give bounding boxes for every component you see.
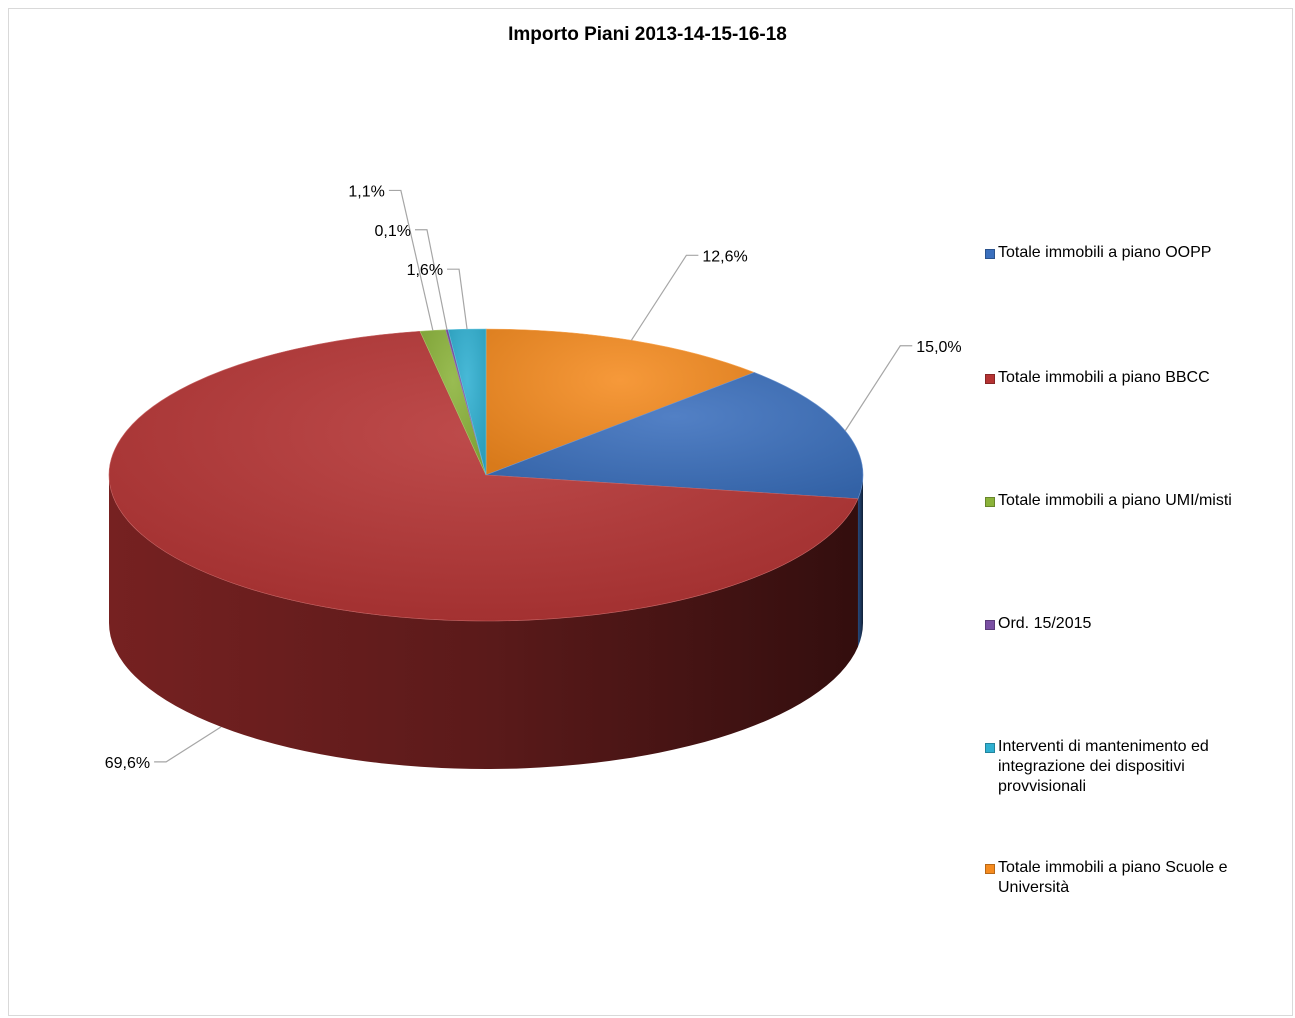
legend-swatch (985, 620, 995, 630)
legend-swatch (985, 864, 995, 874)
pie-slice-totale-immobili-a-piano-scuole-e-universit (485, 328, 756, 476)
legend-item: Totale immobili a piano BBCC (985, 368, 1263, 388)
legend-item: Totale immobili a piano Scuole e Univers… (985, 858, 1263, 898)
legend-label: Ord. 15/2015 (998, 615, 1092, 632)
data-label: 69,6% (105, 755, 150, 772)
leader-line (447, 268, 468, 330)
legend-label: Totale immobili a piano Scuole e Univers… (998, 859, 1228, 896)
legend-item: Interventi di mantenimento ed integrazio… (985, 737, 1263, 797)
legend-label: Totale immobili a piano OOPP (998, 244, 1212, 261)
legend-label: Totale immobili a piano UMI/misti (998, 492, 1232, 509)
legend-item: Ord. 15/2015 (985, 614, 1263, 634)
data-label: 1,6% (407, 262, 443, 279)
chart-title: Importo Piani 2013-14-15-16-18 (508, 24, 787, 45)
data-label: 1,1% (348, 183, 384, 200)
pie-slice-totale-immobili-a-piano-bbcc (108, 330, 859, 622)
legend-swatch (985, 249, 995, 259)
legend-item: Totale immobili a piano UMI/misti (985, 491, 1263, 511)
legend-swatch (985, 743, 995, 753)
pie-side-totale-immobili-a-piano-oopp (857, 475, 863, 647)
legend-label: Totale immobili a piano BBCC (998, 369, 1210, 386)
leader-line (844, 345, 913, 432)
leader-line (388, 189, 434, 331)
leader-line (154, 726, 222, 763)
legend-swatch (985, 497, 995, 507)
data-label: 15,0% (916, 339, 961, 356)
leader-line (630, 254, 699, 341)
legend-item: Totale immobili a piano OOPP (985, 243, 1263, 263)
pie-side-totale-immobili-a-piano-bbcc (109, 475, 858, 769)
legend-swatch (985, 374, 995, 384)
legend-label: Interventi di mantenimento ed integrazio… (998, 738, 1209, 795)
data-label: 12,6% (702, 248, 747, 265)
data-label: 0,1% (375, 223, 411, 240)
leader-line (414, 229, 448, 330)
